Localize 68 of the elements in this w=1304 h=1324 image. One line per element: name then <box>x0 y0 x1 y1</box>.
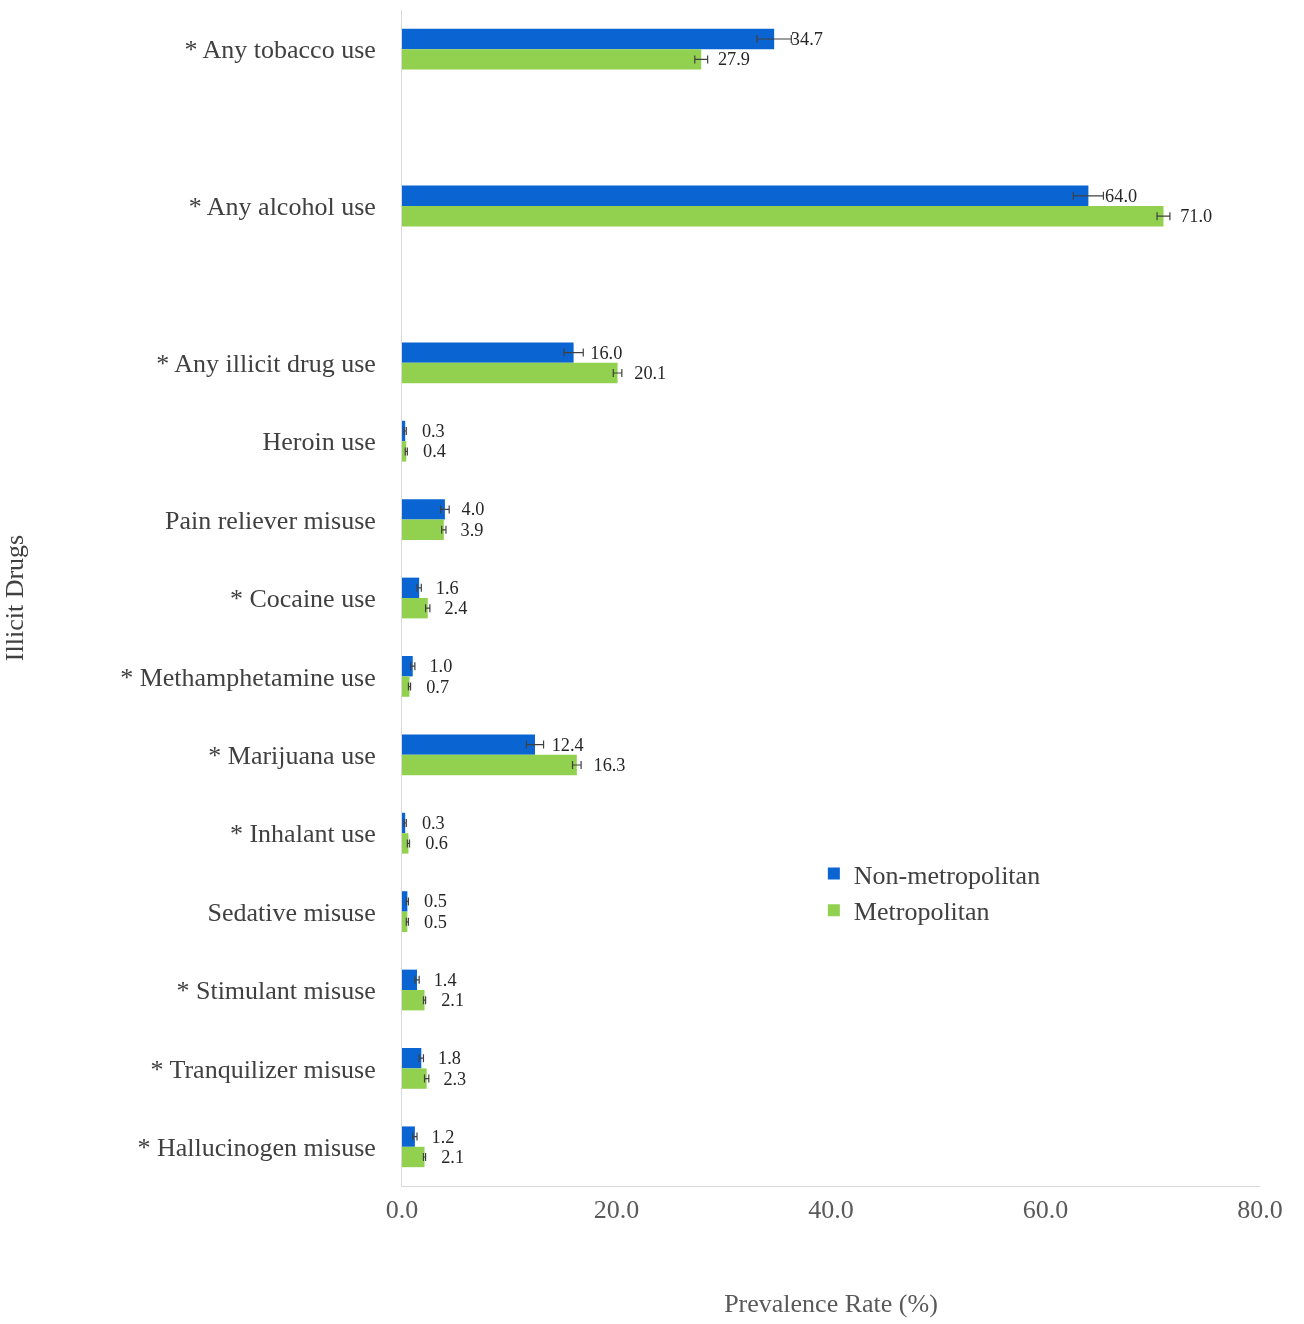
y-tick-label: * Inhalant use <box>229 819 376 849</box>
x-tick-label: 40.0 <box>808 1195 854 1225</box>
bar <box>402 185 1089 206</box>
data-label: 16.0 <box>576 342 623 363</box>
bar <box>402 969 418 990</box>
y-tick-label: * Marijuana use <box>208 740 376 770</box>
y-tick-label: Heroin use <box>262 427 376 457</box>
y-tick-label: * Hallucinogen misuse <box>137 1132 376 1162</box>
x-tick-label: 20.0 <box>593 1195 640 1225</box>
bar <box>402 577 420 598</box>
y-tick-label: Pain reliever misuse <box>164 505 376 535</box>
y-tick-label: * Stimulant misuse <box>176 976 376 1006</box>
data-label: 0.6 <box>411 833 448 854</box>
bar <box>402 734 535 755</box>
data-label: 0.5 <box>410 891 447 912</box>
data-label: 1.0 <box>415 656 453 677</box>
y-tick-label: * Any alcohol use <box>188 192 376 222</box>
x-axis-title: Prevalence Rate (%) <box>724 1288 938 1318</box>
bar <box>402 28 775 50</box>
bar <box>402 1068 427 1089</box>
data-label: 0.3 <box>408 420 445 441</box>
bar <box>402 676 410 697</box>
bar <box>402 342 574 363</box>
bar <box>402 362 618 384</box>
bar <box>402 499 445 520</box>
y-tick-label: * Methamphetamine use <box>120 662 376 692</box>
data-label: 0.4 <box>409 441 446 462</box>
y-tick-label: * Tranquilizer misuse <box>150 1054 376 1084</box>
bar <box>402 206 1164 227</box>
bar <box>402 754 577 776</box>
data-label: 2.1 <box>427 1146 465 1167</box>
x-tick-label: 80.0 <box>1237 1195 1283 1225</box>
bar <box>402 49 702 70</box>
data-label: 20.1 <box>620 362 667 383</box>
y-tick-label: * Any tobacco use <box>184 35 376 65</box>
x-tick-label: 0.0 <box>385 1195 419 1225</box>
data-label: 16.3 <box>579 754 626 775</box>
data-label: 2.3 <box>429 1068 467 1089</box>
data-label: 0.3 <box>408 812 445 833</box>
y-tick-label: * Any illicit drug use <box>156 348 376 378</box>
bar <box>402 1048 422 1069</box>
data-label: 1.6 <box>422 577 459 598</box>
data-label: 34.7 <box>777 28 823 49</box>
data-label: 71.0 <box>1166 206 1213 227</box>
data-label: 2.4 <box>430 598 468 619</box>
data-label: 0.7 <box>412 676 450 697</box>
data-label: 64.0 <box>1091 185 1138 206</box>
bar <box>402 598 428 619</box>
y-tick-label: * Cocaine use <box>229 584 376 614</box>
data-label: 27.9 <box>704 49 750 70</box>
data-label: 4.0 <box>447 499 485 520</box>
bar <box>402 656 413 677</box>
bar <box>402 1146 425 1168</box>
y-axis-title: Illicit Drugs <box>0 534 29 662</box>
data-label: 3.9 <box>446 519 484 540</box>
legend-label: Non-metropolitan <box>853 860 1041 890</box>
data-label: 1.2 <box>417 1126 455 1147</box>
data-label: 12.4 <box>537 734 584 755</box>
legend-label: Metropolitan <box>853 897 990 927</box>
bar <box>402 990 425 1011</box>
y-tick-label: Sedative misuse <box>207 897 376 927</box>
data-label: 1.4 <box>420 969 457 990</box>
bar <box>402 1126 415 1147</box>
data-label: 2.1 <box>427 990 465 1011</box>
data-label: 0.5 <box>410 911 447 932</box>
data-label: 1.8 <box>424 1048 461 1069</box>
bar <box>402 519 444 540</box>
x-tick-label: 60.0 <box>1022 1195 1069 1225</box>
